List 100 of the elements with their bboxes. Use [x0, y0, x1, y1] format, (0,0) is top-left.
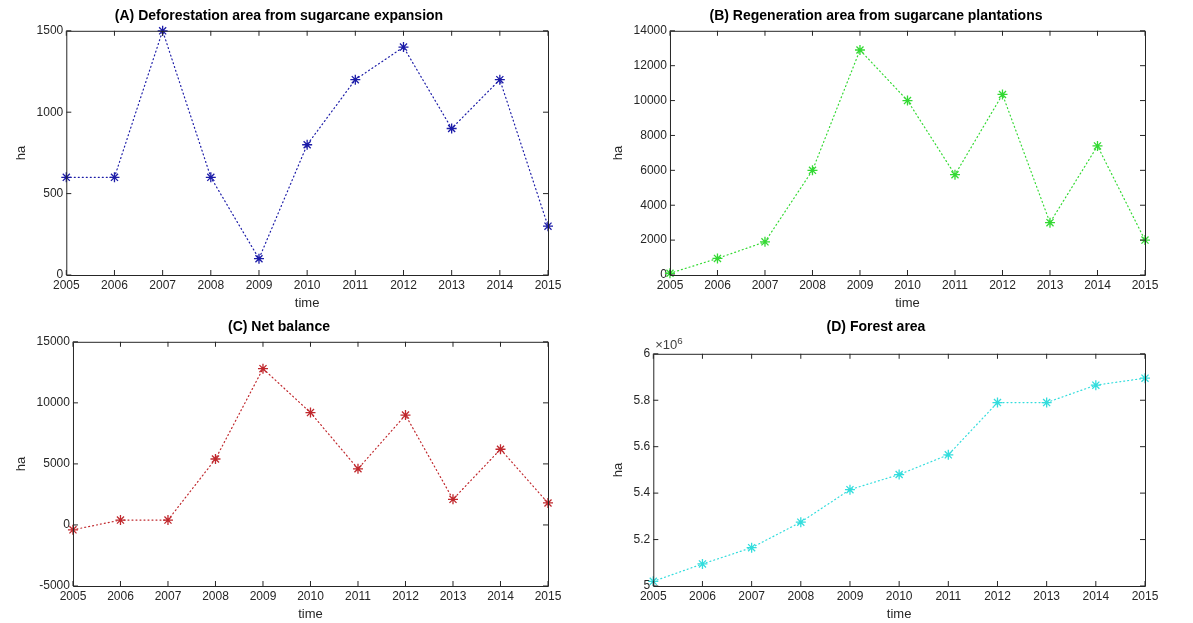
- point: [60, 171, 72, 183]
- point: [253, 253, 265, 265]
- x-tick-label: 2009: [245, 277, 273, 292]
- point: [156, 25, 169, 37]
- chart-title: (A) Deforestation area from sugarcane expansion: [114, 7, 444, 24]
- x-tick-label: 2014: [486, 277, 514, 292]
- point: [942, 449, 954, 461]
- point: [162, 514, 174, 526]
- x-tick-label: 2013: [1036, 277, 1064, 292]
- point: [1090, 379, 1102, 391]
- point: [806, 164, 819, 176]
- y-tick-label: 4000: [640, 197, 668, 212]
- y-tick-label: 5.4: [633, 485, 651, 500]
- point: [301, 139, 313, 151]
- point: [108, 171, 121, 183]
- y-tick-label: 500: [43, 185, 64, 200]
- y-tick-label: 8000: [640, 127, 668, 142]
- y-tick-label: 0: [63, 517, 71, 532]
- point: [759, 236, 771, 248]
- point: [205, 171, 217, 183]
- y-tick-label: 6: [643, 346, 651, 361]
- point: [711, 252, 724, 265]
- point: [399, 409, 412, 421]
- x-tick-label: 2005: [52, 277, 80, 292]
- point: [352, 463, 364, 475]
- point: [996, 88, 1009, 101]
- x-tick-label: 2015: [534, 588, 562, 603]
- chart-title: (B) Regeneration area from sugarcane plantations: [709, 7, 1043, 24]
- y-tick-label: 5000: [43, 456, 71, 471]
- chart-title: (D) Forest area: [826, 318, 926, 335]
- x-tick-label: 2006: [704, 277, 732, 292]
- x-tick-label: 2015: [534, 277, 562, 292]
- point: [542, 220, 554, 232]
- x-tick-label: 2010: [293, 277, 321, 292]
- x-tick-label: 2007: [149, 277, 177, 292]
- point: [209, 453, 222, 465]
- x-tick-label: 2014: [1082, 588, 1110, 603]
- point: [1091, 140, 1104, 152]
- x-tick-label: 2015: [1131, 277, 1159, 292]
- x-tick-label: 2007: [154, 588, 182, 603]
- x-tick-label: 2007: [751, 277, 779, 292]
- y-axis-title: ha: [13, 455, 29, 472]
- y-tick-label: 1500: [36, 23, 64, 38]
- x-tick-label: 2006: [101, 277, 129, 292]
- point: [844, 483, 856, 496]
- point: [542, 497, 554, 509]
- x-tick-label: 2011: [935, 588, 962, 603]
- y-tick-label: 5.6: [633, 438, 651, 453]
- x-tick-label: 2010: [885, 588, 913, 603]
- x-tick-label: 2008: [799, 277, 827, 292]
- point: [1041, 396, 1053, 409]
- x-tick-label: 2012: [984, 588, 1012, 603]
- point: [397, 41, 410, 53]
- x-axis-title: time: [886, 605, 912, 621]
- x-tick-label: 2014: [1084, 277, 1112, 292]
- point: [446, 122, 458, 135]
- point: [745, 542, 758, 554]
- point: [494, 443, 507, 455]
- x-tick-label: 2008: [787, 588, 815, 603]
- point: [901, 94, 914, 107]
- x-tick-label: 2006: [689, 588, 717, 603]
- point: [1139, 234, 1151, 246]
- y-tick-label: 12000: [633, 58, 668, 72]
- x-tick-label: 2010: [894, 277, 922, 292]
- point: [696, 558, 709, 570]
- x-tick-label: 2014: [487, 588, 515, 603]
- x-tick-label: 2009: [846, 277, 874, 292]
- x-tick-label: 2011: [345, 588, 372, 603]
- x-tick-label: 2012: [989, 277, 1017, 292]
- y-tick-label: 2000: [640, 232, 668, 247]
- x-tick-label: 2008: [197, 277, 225, 292]
- y-tick-label: 1000: [36, 104, 64, 119]
- point: [991, 396, 1004, 409]
- x-tick-label: 2012: [392, 588, 420, 603]
- x-tick-label: 2006: [107, 588, 135, 603]
- point: [257, 363, 269, 375]
- x-axis-title: time: [294, 294, 320, 310]
- x-tick-label: 2009: [836, 588, 864, 603]
- y-tick-label: 5.2: [633, 531, 651, 546]
- y-axis-title: ha: [610, 461, 626, 478]
- y-tick-label: 5.8: [633, 392, 651, 407]
- y-tick-label: 14000: [633, 23, 668, 38]
- y-tick-label: 15000: [36, 334, 71, 349]
- point: [304, 406, 317, 419]
- point: [1044, 217, 1056, 229]
- x-tick-label: 2005: [59, 588, 87, 603]
- x-tick-label: 2011: [342, 277, 369, 292]
- x-tick-label: 2013: [1033, 588, 1061, 603]
- point: [795, 516, 807, 528]
- y-axis-title: ha: [610, 144, 626, 161]
- x-tick-label: 2009: [249, 588, 277, 603]
- x-tick-label: 2013: [438, 277, 466, 292]
- x-tick-label: 2008: [202, 588, 230, 603]
- point: [854, 44, 866, 56]
- x-tick-label: 2012: [390, 277, 418, 292]
- point: [893, 468, 905, 481]
- x-tick-label: 2011: [942, 277, 969, 292]
- y-tick-label: 6000: [640, 162, 668, 177]
- chart-title: (C) Net balance: [228, 318, 331, 335]
- y-tick-label: 10000: [633, 92, 668, 107]
